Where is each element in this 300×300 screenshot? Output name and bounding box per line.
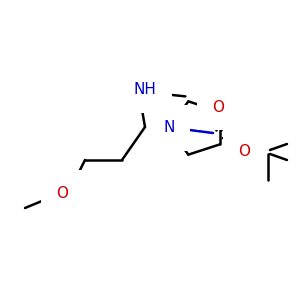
Text: O: O <box>238 145 250 160</box>
Text: O: O <box>212 100 224 115</box>
Text: N: N <box>163 121 175 136</box>
Text: O: O <box>56 185 68 200</box>
Text: NH: NH <box>134 82 156 98</box>
